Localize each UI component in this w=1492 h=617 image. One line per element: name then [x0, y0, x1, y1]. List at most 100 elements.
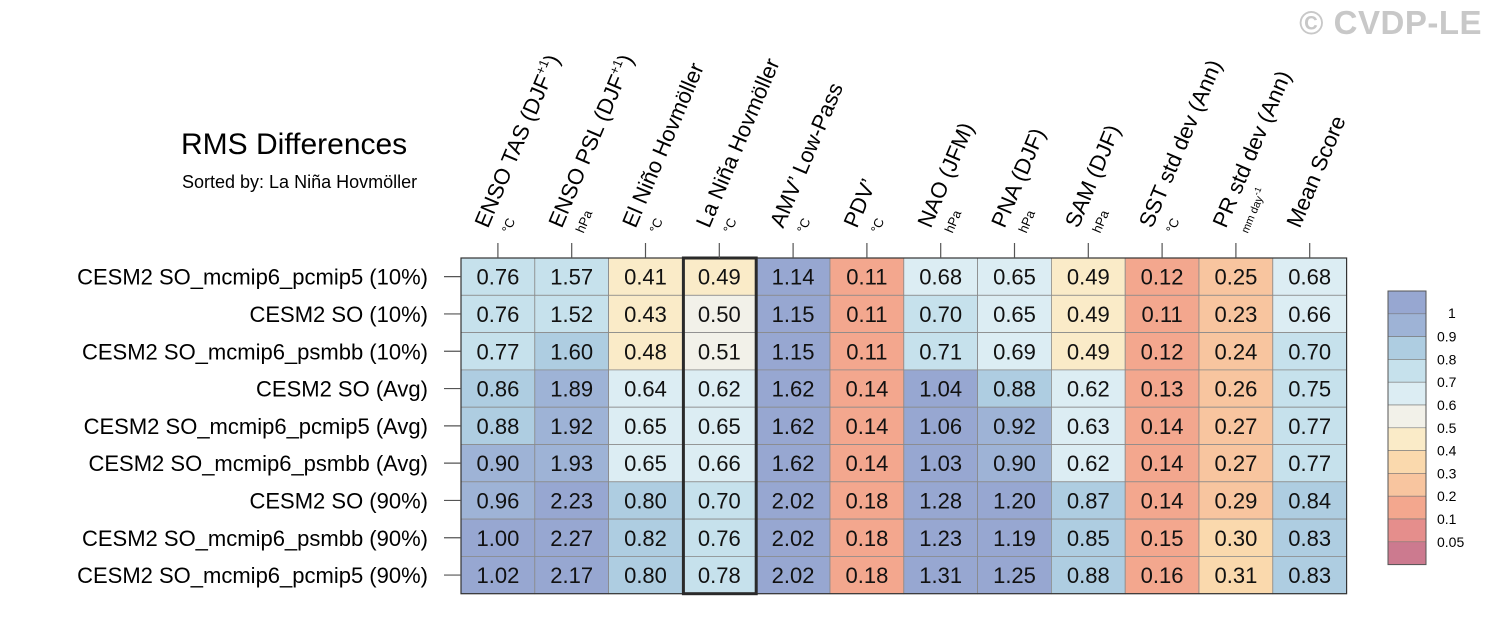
- watermark: © CVDP-LE: [1299, 4, 1482, 41]
- cell-value-label: 0.48: [624, 339, 667, 364]
- cell-value-label: 0.96: [476, 488, 519, 513]
- column-header: PNA (DJF)hPa: [986, 124, 1050, 235]
- heatmap-cell: [460, 406, 536, 445]
- cell-value-label: 1.14: [772, 265, 815, 290]
- column-label: El Niño Hovmöller: [617, 59, 709, 231]
- row-label: CESM2 SO (90%): [250, 488, 429, 513]
- cell-value-label: 2.02: [772, 488, 815, 513]
- cell-value-label: 0.12: [1141, 339, 1184, 364]
- cell-value-label: 0.41: [624, 265, 667, 290]
- heatmap-cell: [1272, 257, 1348, 296]
- heatmap-cell: [829, 406, 905, 445]
- cell-value-label: 0.88: [993, 377, 1036, 402]
- heatmap-cell: [1198, 406, 1274, 445]
- column-header: PDV’°C: [838, 175, 887, 235]
- colorbar-swatch: [1387, 518, 1427, 543]
- cell-value-label: 0.16: [1141, 563, 1184, 588]
- cell-value-label: 2.17: [550, 563, 593, 588]
- cell-value-label: 1.19: [993, 526, 1036, 551]
- cell-value-label: 1.03: [919, 451, 962, 476]
- heatmap-cell: [829, 518, 905, 557]
- cell-value-label: 0.88: [476, 414, 519, 439]
- heatmap-cell: [682, 444, 757, 483]
- cell-value-label: 0.83: [1288, 563, 1331, 588]
- cell-value-label: 0.63: [1067, 414, 1110, 439]
- cell-value-label: 0.77: [1288, 414, 1331, 439]
- column-unit: °C: [646, 216, 666, 235]
- heatmap-cell: [977, 257, 1052, 296]
- heatmap-cell: [608, 369, 683, 408]
- row-label: CESM2 SO_mcmip6_pcmip5 (10%): [77, 265, 428, 290]
- colorbar-tick-label: 0.05: [1437, 534, 1464, 550]
- cell-value-label: 0.65: [698, 414, 741, 439]
- cell-value-label: 0.76: [698, 526, 741, 551]
- heatmap-cell: [1051, 332, 1126, 371]
- column-unit: hPa: [1089, 207, 1112, 235]
- cell-value-label: 0.70: [698, 488, 741, 513]
- heatmap-cell: [460, 369, 536, 408]
- cell-value-label: 1.28: [919, 488, 962, 513]
- column-unit: °C: [499, 216, 519, 235]
- colorbar-swatch: [1387, 495, 1427, 520]
- colorbar-swatch: [1387, 290, 1427, 315]
- chart-title: RMS Differences: [181, 128, 408, 161]
- row-label: CESM2 SO_mcmip6_psmbb (Avg): [89, 451, 429, 476]
- cell-value-label: 1.62: [772, 377, 815, 402]
- colorbar-tick-label: 0.2: [1437, 488, 1457, 504]
- cell-value-label: 0.25: [1214, 265, 1257, 290]
- cell-value-label: 0.90: [993, 451, 1036, 476]
- cell-value-label: 0.76: [476, 302, 519, 327]
- heatmap-cell: [1051, 481, 1126, 520]
- cell-value-label: 0.68: [1288, 265, 1331, 290]
- heatmap-cell: [977, 518, 1052, 557]
- heatmap-cell: [1124, 369, 1200, 408]
- row-label: CESM2 SO (Avg): [256, 377, 428, 402]
- cell-value-label: 0.87: [1067, 488, 1110, 513]
- colorbar-swatch: [1387, 313, 1427, 337]
- cell-value-label: 0.68: [919, 265, 962, 290]
- cell-value-label: 0.80: [624, 563, 667, 588]
- row-label: CESM2 SO_mcmip6_psmbb (10%): [82, 339, 428, 364]
- cell-value-label: 1.23: [919, 526, 962, 551]
- cell-value-label: 1.92: [550, 414, 593, 439]
- cell-value-label: 0.92: [993, 414, 1036, 439]
- heatmap-cell: [829, 481, 905, 520]
- cell-value-label: 0.62: [698, 377, 741, 402]
- row-label: CESM2 SO_mcmip6_psmbb (90%): [82, 526, 428, 551]
- heatmap-cell: [460, 444, 536, 483]
- cell-value-label: 0.14: [1141, 451, 1184, 476]
- heatmap-cell: [977, 556, 1052, 595]
- heatmap-cell: [977, 444, 1052, 483]
- heatmap-cell: [903, 369, 978, 408]
- heatmap-cell: [755, 406, 831, 445]
- colorbar-swatch: [1387, 404, 1427, 429]
- heatmap-cell: [755, 481, 831, 520]
- colorbar-tick-label: 0.8: [1437, 351, 1457, 367]
- heatmap-cell: [1272, 518, 1348, 557]
- cell-value-label: 0.18: [845, 563, 888, 588]
- colorbar-tick-label: 0.4: [1437, 443, 1457, 459]
- cell-value-label: 0.31: [1214, 563, 1257, 588]
- heatmap-cell: [755, 294, 831, 333]
- colorbar-tick-label: 1: [1448, 305, 1456, 321]
- cell-value-label: 0.43: [624, 302, 667, 327]
- cell-value-label: 1.60: [550, 339, 593, 364]
- cell-value-label: 0.66: [698, 451, 741, 476]
- cell-value-label: 0.62: [1067, 451, 1110, 476]
- cell-value-label: 2.02: [772, 563, 815, 588]
- cell-value-label: 0.70: [919, 302, 962, 327]
- cell-value-label: 0.82: [624, 526, 667, 551]
- colorbar-tick-label: 0.6: [1437, 397, 1457, 413]
- heatmap-cell: [755, 518, 831, 557]
- cell-value-label: 1.00: [476, 526, 519, 551]
- colorbar-swatch: [1387, 473, 1427, 497]
- cell-value-label: 1.25: [993, 563, 1036, 588]
- cell-value-label: 0.24: [1214, 339, 1257, 364]
- column-unit: °C: [1163, 216, 1183, 235]
- colorbar-tick-label: 0.3: [1437, 465, 1457, 481]
- heatmap-cell: [1272, 556, 1348, 595]
- cell-value-label: 2.23: [550, 488, 593, 513]
- heatmap-cell: [1124, 444, 1200, 483]
- cell-value-label: 0.86: [476, 377, 519, 402]
- heatmap-cell: [1198, 556, 1274, 595]
